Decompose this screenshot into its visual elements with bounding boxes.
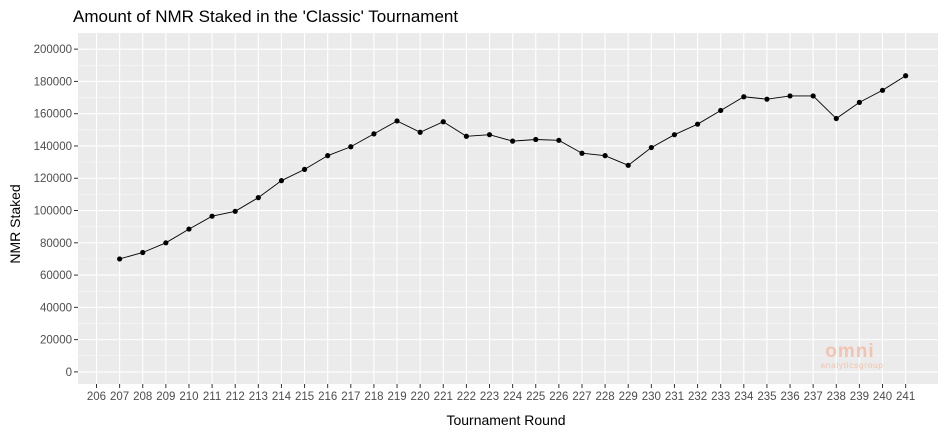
minor-gridlines: [78, 64, 938, 357]
x-tick-label: 224: [503, 391, 523, 403]
data-point: [371, 131, 377, 137]
data-point: [810, 93, 816, 99]
y-tick-label: 20000: [40, 335, 72, 347]
x-tick-label: 210: [179, 391, 198, 403]
y-tick-label: 0: [66, 367, 72, 379]
y-tick-label: 140000: [34, 141, 72, 153]
data-point: [741, 94, 747, 100]
data-point: [301, 166, 308, 172]
x-tick-label: 238: [827, 391, 846, 403]
data-point: [718, 107, 724, 114]
y-tick-label: 60000: [40, 270, 72, 282]
x-tick-label: 213: [249, 391, 268, 403]
x-axis: 206 207 208 209 210 211 212 213 214 215 216 217 218 2…: [87, 384, 915, 403]
x-tick-label: 227: [572, 391, 591, 403]
x-tick-label: 230: [642, 391, 661, 403]
y-tick-label: 180000: [34, 76, 72, 88]
x-axis-title: Tournament Round: [446, 412, 565, 428]
x-tick-label: 229: [619, 391, 638, 403]
data-point: [463, 133, 469, 139]
x-tick-label: 234: [734, 391, 754, 403]
x-tick-label: 241: [896, 391, 915, 403]
data-point: [232, 208, 238, 214]
data-point: [186, 226, 192, 232]
omni-watermark-logo: omni analyticsgroup: [820, 341, 883, 370]
x-tick-label: 220: [411, 391, 430, 403]
watermark-logo-text: omni: [825, 341, 874, 362]
x-tick-label: 225: [526, 391, 545, 403]
x-tick-label: 228: [596, 391, 615, 403]
x-tick-label: 235: [757, 391, 776, 403]
data-point: [671, 132, 678, 138]
data-point: [602, 153, 608, 159]
data-point: [140, 249, 146, 256]
data-point: [533, 136, 539, 143]
y-axis-title: NMR Staked: [7, 184, 23, 263]
x-tick-label: 209: [156, 391, 175, 403]
y-tick-label: 100000: [34, 206, 72, 218]
data-point: [903, 73, 909, 79]
data-point: [787, 93, 793, 99]
data-point: [163, 240, 169, 246]
x-tick-label: 233: [711, 391, 730, 403]
data-point: [879, 87, 886, 93]
x-tick-label: 236: [780, 391, 799, 403]
x-tick-label: 219: [387, 391, 406, 403]
x-tick-label: 211: [203, 391, 221, 403]
data-point: [440, 119, 446, 125]
x-tick-label: 226: [549, 391, 568, 403]
x-tick-label: 217: [341, 391, 360, 403]
data-point: [348, 144, 354, 150]
x-tick-label: 214: [272, 391, 292, 403]
x-tick-label: 240: [873, 391, 892, 403]
y-tick-label: 40000: [40, 302, 72, 314]
chart-title: Amount of NMR Staked in the 'Classic' To…: [73, 7, 458, 26]
data-point: [764, 96, 770, 102]
data-point: [625, 162, 631, 168]
data-point: [856, 99, 862, 105]
plot-panel: [78, 33, 938, 384]
x-tick-label: 221: [434, 391, 453, 403]
x-tick-label: 232: [688, 391, 707, 403]
x-tick-label: 222: [457, 391, 476, 403]
x-tick-label: 237: [804, 391, 823, 403]
data-point: [694, 121, 701, 127]
data-point: [486, 132, 493, 138]
data-point: [556, 137, 562, 143]
watermark-subtitle: analyticsgroup: [820, 360, 883, 370]
data-point: [394, 118, 400, 124]
x-tick-label: 223: [480, 391, 499, 403]
data-point: [278, 178, 285, 184]
y-tick-label: 200000: [34, 44, 72, 56]
x-tick-label: 239: [850, 391, 869, 403]
x-tick-label: 212: [226, 391, 245, 403]
data-point: [579, 150, 585, 156]
x-tick-label: 231: [665, 391, 684, 403]
y-axis: 0 20000 40000 60000 80000 100000 120000 140000 1…: [34, 44, 78, 379]
data-point: [117, 256, 123, 262]
y-tick-label: 120000: [34, 173, 72, 185]
x-tick-label: 218: [364, 391, 383, 403]
data-point: [648, 144, 654, 151]
data-point: [255, 195, 261, 201]
data-point: [510, 138, 516, 144]
x-tick-label: 206: [87, 391, 106, 403]
data-point: [833, 115, 839, 122]
data-point: [209, 213, 215, 219]
series-layer: [117, 73, 909, 262]
y-tick-label: 80000: [40, 238, 72, 250]
data-point: [325, 153, 331, 159]
y-tick-label: 160000: [34, 109, 72, 121]
data-point: [417, 129, 423, 135]
x-tick-label: 207: [110, 391, 129, 403]
x-tick-label: 208: [133, 391, 152, 403]
x-tick-label: 216: [318, 391, 337, 403]
x-tick-label: 215: [295, 391, 314, 403]
major-gridlines: [78, 33, 938, 384]
